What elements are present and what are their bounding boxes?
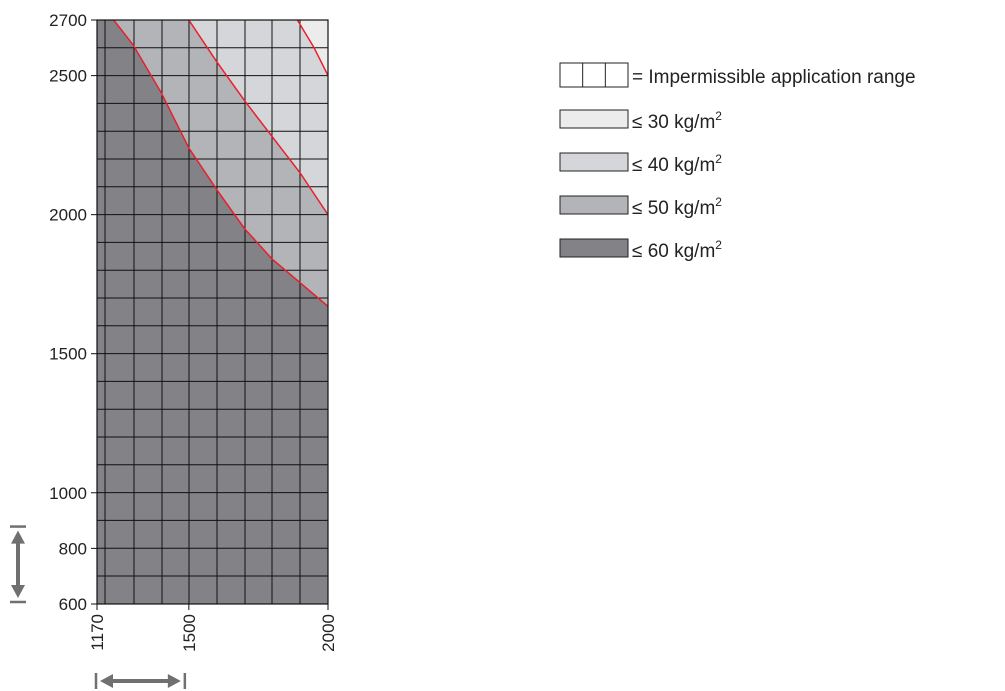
- legend-label: ≤ 60 kg/m2: [632, 238, 722, 262]
- legend-swatch: [559, 195, 629, 215]
- legend-label-superscript: 2: [715, 238, 722, 252]
- legend-swatch: [559, 109, 629, 129]
- x-tick-label: 2000: [319, 614, 338, 652]
- y-tick-label: 2500: [49, 67, 87, 86]
- plot-border: [96, 19, 329, 605]
- legend-label-impermissible: = Impermissible application range: [632, 67, 916, 88]
- x-tick-label: 1500: [180, 614, 199, 652]
- horizontal-arrow-head: [100, 674, 113, 688]
- vertical-arrow-head: [11, 530, 25, 544]
- legend-swatch: [559, 238, 629, 258]
- grid: [97, 20, 328, 604]
- boundary-line: [113, 20, 328, 307]
- boundary-line: [296, 20, 328, 76]
- legend-swatch: [559, 152, 629, 172]
- y-axis: 600 800 1000 1500 2000 2500 2700: [49, 11, 97, 614]
- zone-le-30: [297, 20, 328, 76]
- y-tick-label: 1000: [49, 484, 87, 503]
- vertical-arrow-head: [11, 585, 25, 598]
- boundary-line: [188, 20, 328, 216]
- y-tick-label: 800: [59, 539, 87, 558]
- x-axis: 1170 1500 2000: [88, 604, 338, 652]
- plot-area: [96, 19, 329, 605]
- zone-le-40: [188, 20, 328, 215]
- legend-label-superscript: 2: [715, 109, 722, 123]
- legend-label: ≤ 30 kg/m2: [632, 109, 722, 133]
- legend: = Impermissible application range ≤ 30 kg…: [559, 62, 916, 262]
- legend-label: ≤ 40 kg/m2: [632, 152, 722, 176]
- y-tick-label: 2700: [49, 11, 87, 30]
- legend-label-superscript: 2: [715, 195, 722, 209]
- y-tick-label: 600: [59, 595, 87, 614]
- legend-swatch-impermissible: [559, 62, 629, 88]
- x-tick-label: 1170: [88, 614, 107, 651]
- legend-label-superscript: 2: [715, 152, 722, 166]
- legend-label: ≤ 50 kg/m2: [632, 195, 722, 219]
- y-tick-label: 1500: [49, 345, 87, 364]
- range-arrows: [10, 525, 187, 689]
- y-tick-label: 2000: [49, 206, 87, 225]
- horizontal-arrow-head: [167, 674, 181, 688]
